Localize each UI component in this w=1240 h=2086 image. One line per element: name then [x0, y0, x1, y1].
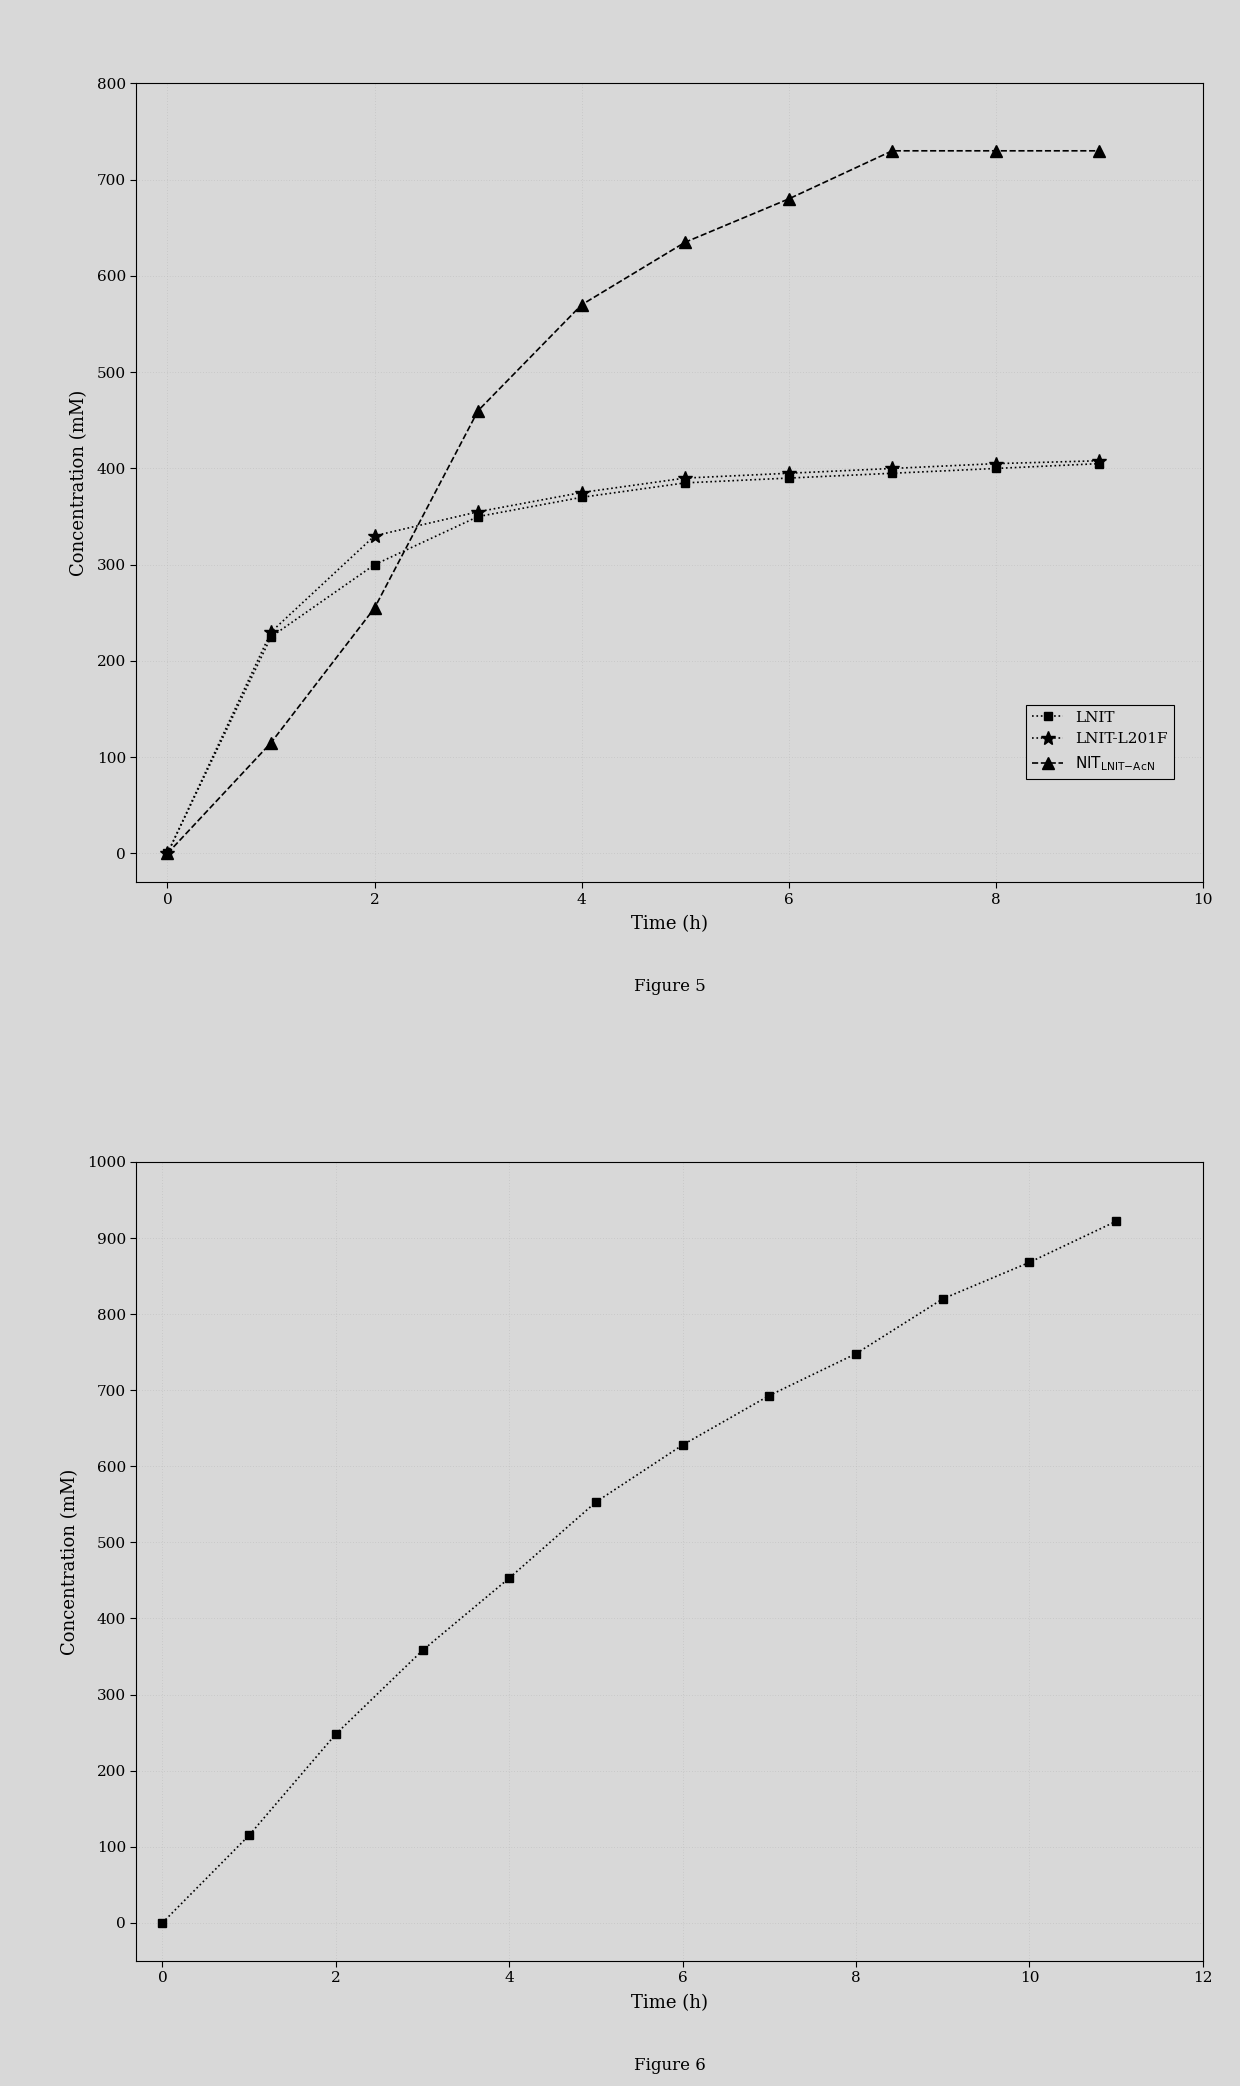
Y-axis label: Concentration (mM): Concentration (mM) — [61, 1469, 78, 1654]
X-axis label: Time (h): Time (h) — [631, 1994, 708, 2011]
Text: Figure 5: Figure 5 — [634, 978, 706, 995]
Legend: LNIT, LNIT-L201F, $\mathrm{NIT}_{\mathrm{LNIT\mathsf{-}AcN}}$: LNIT, LNIT-L201F, $\mathrm{NIT}_{\mathrm… — [1027, 705, 1174, 778]
Y-axis label: Concentration (mM): Concentration (mM) — [71, 390, 88, 576]
Text: Figure 6: Figure 6 — [634, 2057, 706, 2073]
X-axis label: Time (h): Time (h) — [631, 916, 708, 932]
